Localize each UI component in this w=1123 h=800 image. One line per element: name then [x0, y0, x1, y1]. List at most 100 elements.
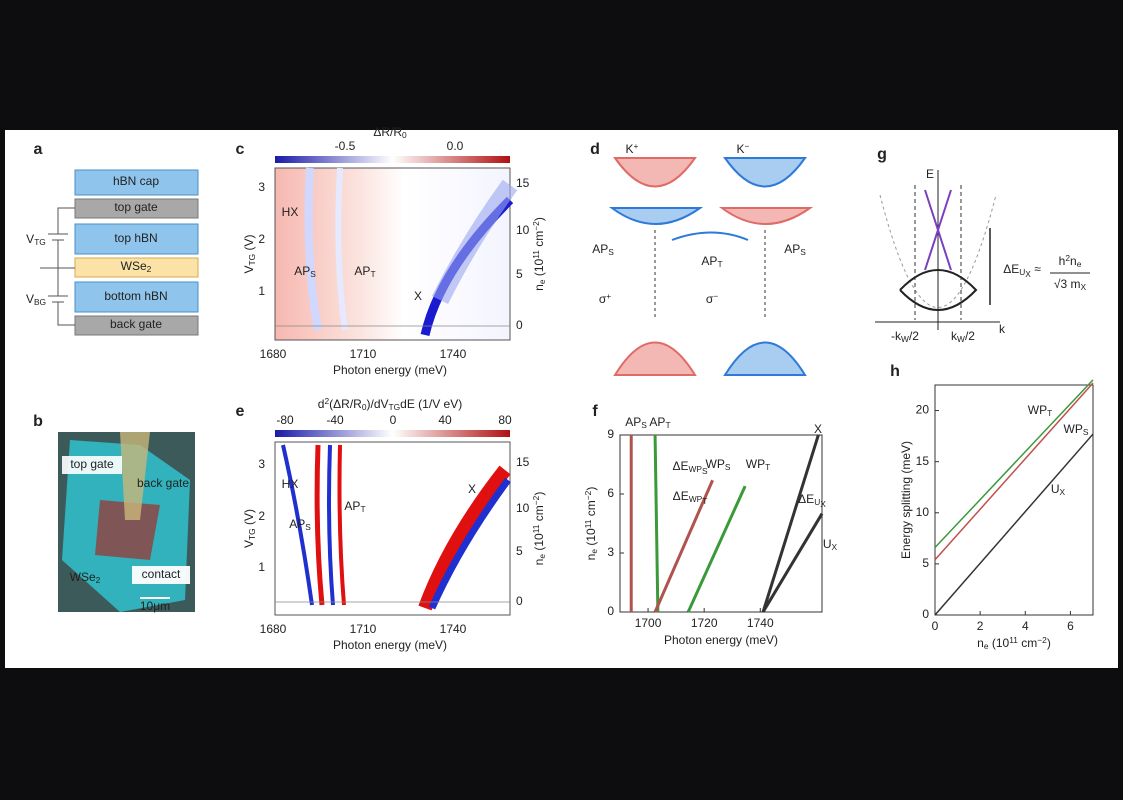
y-tick-label: 3: [607, 545, 614, 559]
y2-axis-label: ne (1011 cm−2): [531, 217, 547, 291]
text-part: S: [702, 466, 708, 476]
text-part: 2: [324, 396, 329, 406]
text-part: U: [1051, 482, 1060, 496]
text-part: V: [242, 540, 256, 548]
text-part: S: [800, 247, 806, 257]
text-part: (V): [242, 235, 256, 254]
text-part: X: [1025, 269, 1031, 279]
x-tick-label: 1700: [635, 616, 662, 630]
text-part: 11: [583, 519, 593, 528]
text-part: TG: [247, 254, 257, 266]
text-part: T: [702, 496, 707, 506]
text-part: TG: [34, 237, 46, 247]
text-part: V: [26, 292, 34, 306]
y-tick-label: 15: [916, 454, 930, 468]
x-tick-label: 1680: [260, 347, 287, 361]
image-label: contact: [142, 567, 181, 581]
text-part: WP: [689, 494, 703, 504]
annotation: ΔEUX: [798, 492, 826, 508]
y2-tick-label: 10: [516, 223, 530, 237]
series-label: WPS: [706, 457, 731, 471]
x-axis-label: ne (1011 cm−2): [977, 635, 1051, 651]
formula: h2ne: [1059, 253, 1082, 269]
text-part: (10: [584, 528, 598, 549]
x-tick-label: 1720: [691, 616, 718, 630]
text-part: X: [820, 499, 826, 509]
text-part: T: [665, 420, 670, 430]
colorbar-tick: 0: [390, 413, 397, 427]
text-part: -k: [891, 329, 902, 343]
text-part: WSe: [121, 259, 147, 273]
text-part: 0: [362, 402, 367, 412]
text-part: σ: [599, 292, 607, 306]
text-part: ΔE: [1003, 262, 1019, 276]
panel-label: f: [592, 403, 598, 420]
x-tick-label: 6: [1067, 619, 1074, 633]
layer-label: bottom hBN: [104, 289, 167, 303]
text-part: WP: [706, 457, 725, 471]
text-part: K: [737, 142, 745, 156]
text-part: −2: [531, 221, 541, 231]
text-part: AP: [344, 499, 360, 513]
text-part: −2: [531, 495, 541, 505]
x-tick-label: 0: [932, 619, 939, 633]
transition-label: APS: [784, 242, 806, 256]
y2-tick-label: 15: [516, 176, 530, 190]
annotation: HX: [282, 205, 299, 219]
text-part: V: [242, 265, 256, 273]
text-part: W: [901, 334, 909, 344]
text-part: T: [360, 504, 365, 514]
text-part: n: [532, 284, 546, 291]
annotation: X: [414, 289, 422, 303]
text-part: 11: [531, 250, 541, 259]
plot-frame: [934, 384, 1094, 616]
x-tick-label: 4: [1022, 619, 1029, 633]
data-line: [761, 434, 820, 613]
text-part: W: [957, 334, 965, 344]
y-tick-label: 9: [607, 427, 614, 441]
text-part: −2: [1037, 635, 1047, 645]
text-part: )/dV: [367, 397, 389, 411]
text-part: S: [1083, 427, 1089, 437]
image-label: back gate: [137, 476, 189, 490]
text-part: AP: [784, 242, 800, 256]
series-label: UX: [1051, 482, 1066, 496]
y2-tick-label: 10: [516, 501, 530, 515]
series-label: APT: [649, 415, 670, 429]
panel-label: h: [890, 363, 900, 380]
y2-tick-label: 0: [516, 594, 523, 608]
text-part: 11: [1009, 635, 1018, 645]
panel-label: a: [34, 141, 43, 158]
data-line: [653, 434, 660, 613]
x-tick-label: 1710: [350, 347, 377, 361]
gate-voltage-label: VTG: [26, 232, 46, 246]
stack-schematic: [40, 169, 199, 336]
y-tick-label: 1: [258, 560, 265, 574]
text-part: X: [1081, 282, 1087, 292]
text-part: 0: [402, 130, 407, 140]
text-part: AP: [592, 242, 608, 256]
text-part: e: [984, 641, 989, 651]
text-part: TG: [389, 402, 401, 412]
text-part: n: [532, 559, 546, 566]
axis-label: k: [999, 322, 1006, 336]
series-label: WPT: [746, 457, 770, 471]
text-part: h: [1059, 254, 1066, 268]
text-part: cm: [532, 231, 546, 250]
image-label: 10μm: [140, 599, 170, 613]
text-part: X: [832, 542, 838, 552]
y-axis-label: Energy splitting (meV): [899, 441, 913, 559]
text-part: n: [584, 554, 598, 561]
y2-axis-label: ne (1011 cm−2): [531, 492, 547, 566]
panel-label: d: [590, 141, 600, 158]
text-part: +: [606, 291, 611, 301]
dispersion-diagram: [875, 170, 1090, 330]
layer-label: back gate: [110, 317, 162, 331]
text-part: −: [713, 291, 718, 301]
text-part: ): [532, 217, 546, 221]
text-part: ΔE: [798, 492, 814, 506]
series-label: WPT: [1028, 403, 1052, 417]
text-part: ΔE: [672, 459, 688, 473]
transition-label: APT: [701, 254, 722, 268]
